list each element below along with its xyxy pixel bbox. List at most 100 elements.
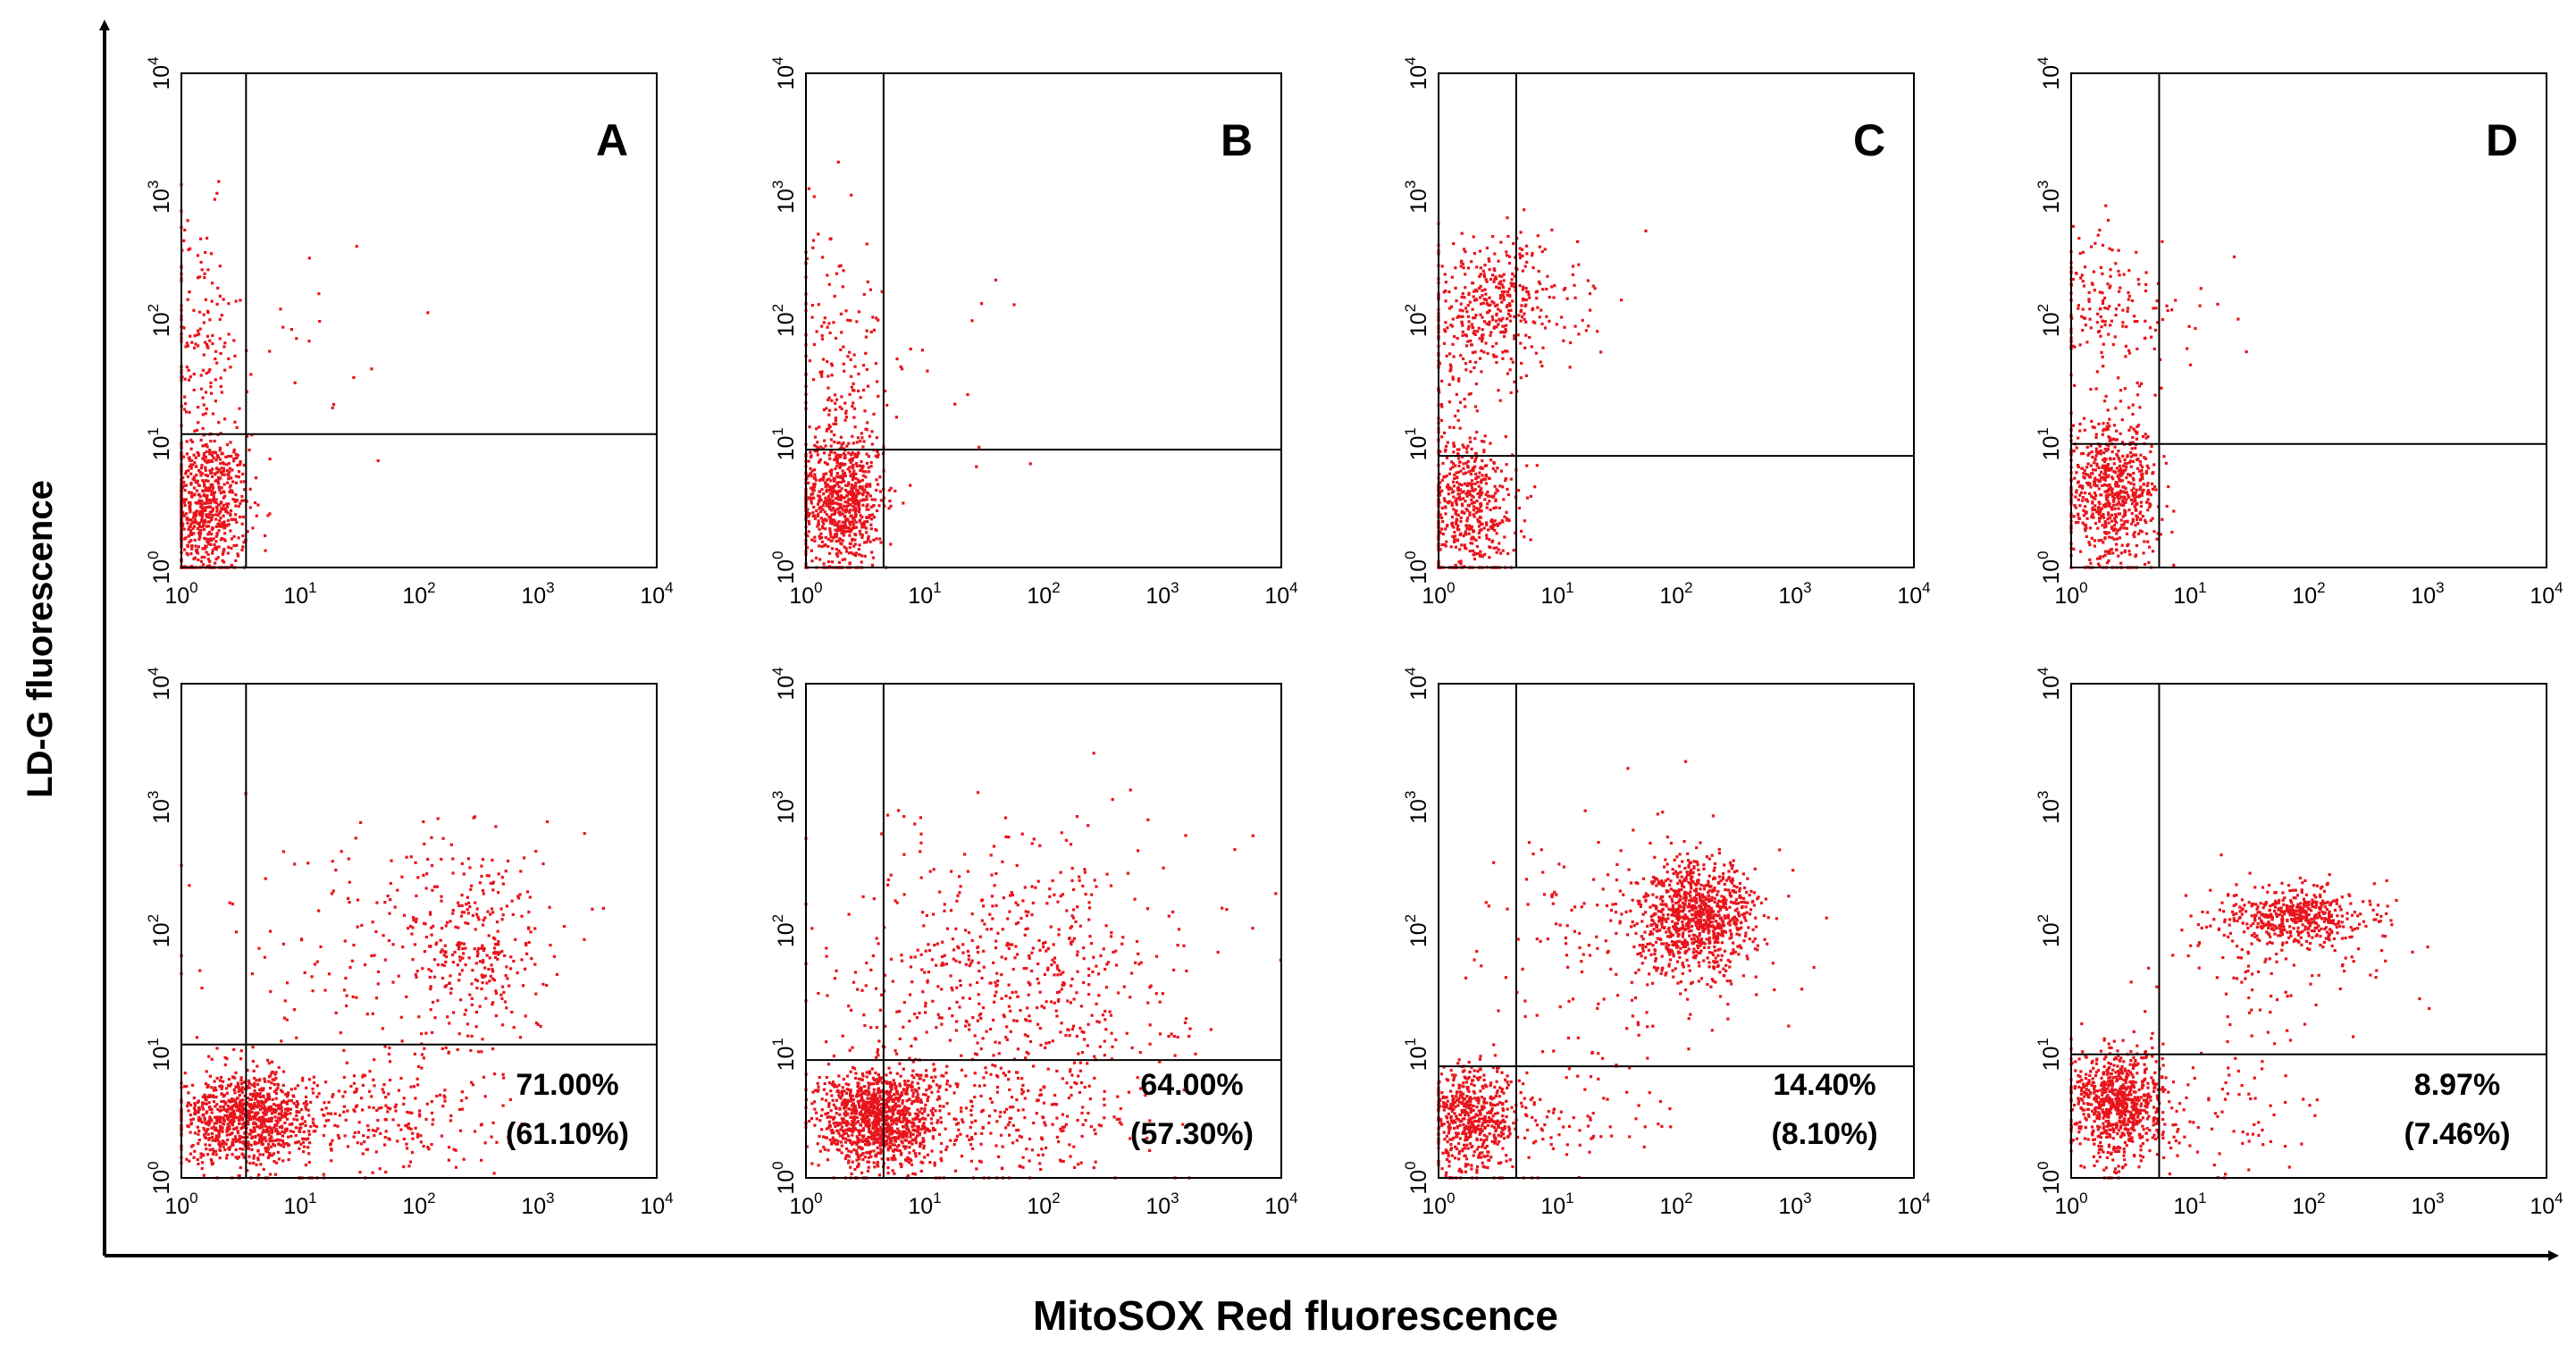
- data-point: [214, 517, 218, 521]
- data-point: [208, 559, 212, 563]
- data-point: [841, 520, 844, 524]
- data-point: [812, 496, 816, 500]
- data-point: [1446, 326, 1449, 330]
- data-point: [1464, 530, 1467, 534]
- data-point: [2113, 507, 2117, 510]
- data-point: [227, 1098, 231, 1102]
- data-point: [843, 496, 846, 500]
- data-point: [980, 302, 984, 306]
- data-point: [2100, 470, 2103, 474]
- data-point: [182, 527, 186, 531]
- data-point: [377, 1106, 381, 1110]
- data-point: [191, 1144, 195, 1148]
- data-point: [358, 1171, 362, 1174]
- data-point: [807, 519, 810, 523]
- data-point: [1467, 492, 1471, 495]
- data-point: [2147, 491, 2151, 494]
- data-point: [2110, 467, 2113, 470]
- data-point: [862, 525, 866, 529]
- data-point: [203, 1096, 206, 1099]
- data-point: [236, 1131, 239, 1135]
- data-point: [197, 310, 202, 314]
- data-point: [218, 1140, 222, 1144]
- data-point: [1475, 290, 1479, 293]
- data-point: [2130, 522, 2134, 525]
- data-point: [253, 1104, 256, 1107]
- data-point: [1479, 273, 1482, 276]
- data-point: [1460, 231, 1464, 235]
- data-point: [1481, 474, 1484, 477]
- data-point: [238, 1093, 241, 1097]
- data-point: [1499, 240, 1503, 244]
- data-point: [1507, 287, 1511, 290]
- data-point: [2133, 531, 2136, 534]
- data-point: [1474, 511, 1478, 515]
- data-point: [1473, 458, 1478, 461]
- data-point: [187, 469, 190, 473]
- data-point: [182, 239, 186, 242]
- data-point: [273, 1144, 277, 1148]
- data-point: [2135, 381, 2139, 385]
- data-point: [1506, 234, 1510, 239]
- data-point: [2151, 482, 2154, 485]
- data-point: [1462, 357, 1465, 361]
- data-point: [847, 451, 851, 455]
- x-tick-label: 101: [283, 579, 316, 609]
- data-point: [810, 475, 813, 478]
- data-point: [240, 1082, 244, 1086]
- data-point: [222, 496, 225, 500]
- data-point: [1498, 484, 1502, 488]
- data-point: [237, 1086, 240, 1089]
- data-point: [2139, 517, 2143, 521]
- data-point: [866, 491, 869, 494]
- data-point: [2115, 438, 2119, 441]
- data-point: [1535, 297, 1539, 300]
- data-point: [2101, 291, 2104, 295]
- data-point: [189, 544, 194, 548]
- data-point: [844, 505, 848, 509]
- data-point: [187, 518, 191, 522]
- data-point: [2081, 329, 2085, 332]
- data-point: [2083, 316, 2086, 320]
- data-point: [192, 1096, 196, 1100]
- data-point: [1479, 505, 1482, 509]
- data-point: [1519, 376, 1523, 380]
- data-point: [2146, 467, 2151, 470]
- data-point: [254, 1097, 257, 1101]
- data-point: [831, 492, 835, 497]
- data-point: [821, 519, 825, 523]
- data-point: [372, 1106, 375, 1110]
- data-point: [850, 385, 853, 389]
- data-point: [318, 320, 322, 324]
- data-point: [1449, 545, 1453, 549]
- data-point: [828, 408, 832, 412]
- data-point: [848, 520, 852, 524]
- data-point: [2123, 512, 2127, 516]
- data-point: [473, 1130, 477, 1133]
- data-point: [222, 490, 225, 493]
- data-point: [240, 499, 244, 502]
- data-point: [246, 1115, 249, 1119]
- data-point: [1498, 319, 1502, 323]
- data-point: [276, 1087, 280, 1090]
- data-point: [830, 513, 834, 517]
- data-point: [2071, 224, 2075, 228]
- data-point: [852, 441, 855, 445]
- data-point: [252, 1094, 256, 1097]
- data-point: [1478, 495, 1481, 500]
- x-tick-label: 103: [2411, 579, 2444, 609]
- data-point: [1493, 252, 1497, 256]
- data-point: [827, 386, 830, 390]
- data-point: [2107, 513, 2110, 517]
- data-point: [293, 1087, 298, 1090]
- data-point: [871, 513, 875, 517]
- data-point: [2100, 476, 2103, 480]
- data-point: [838, 526, 842, 530]
- data-point: [248, 1092, 252, 1097]
- data-point: [256, 1104, 260, 1107]
- data-point: [1571, 265, 1575, 268]
- data-point: [860, 525, 864, 529]
- data-point: [1471, 325, 1474, 329]
- data-point: [2132, 427, 2135, 431]
